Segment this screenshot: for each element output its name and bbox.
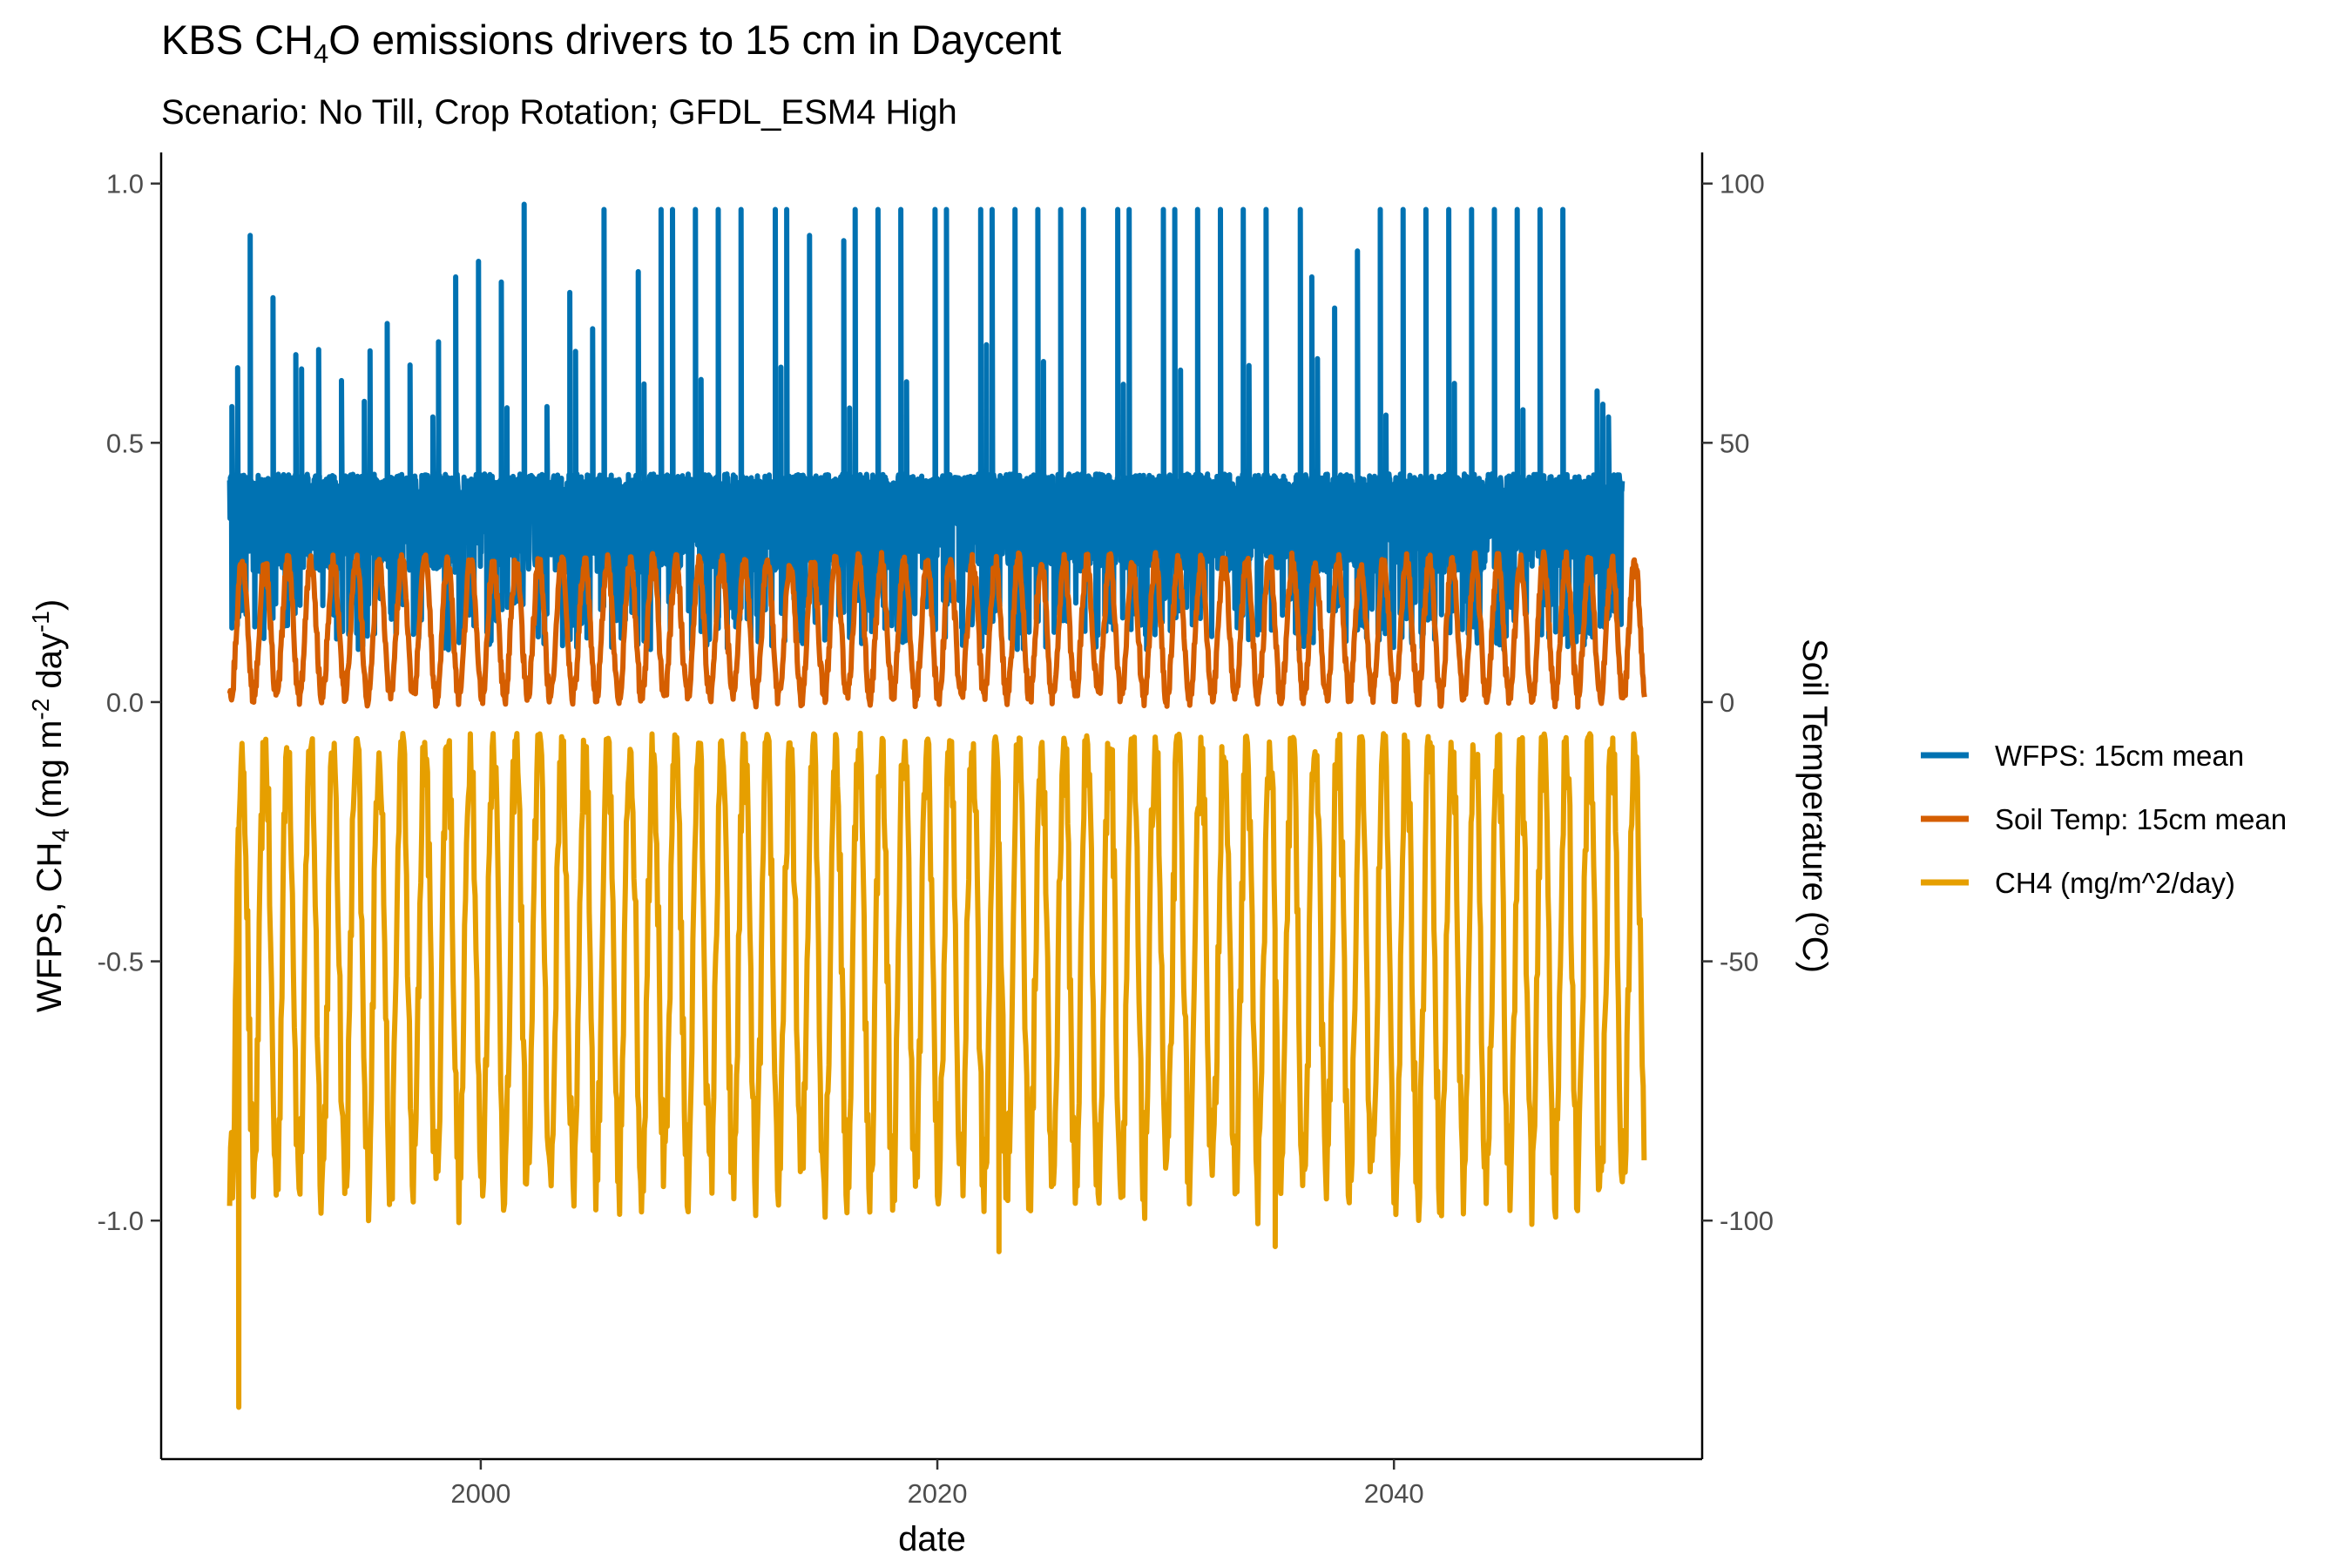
x-tick-label: 2020 [908,1478,968,1509]
legend: WFPS: 15cm mean Soil Temp: 15cm mean CH4… [1921,740,2287,899]
chart-title-part: O emissions drivers to 15 cm in Daycent [328,17,1061,63]
y-left-tick-label: 0.5 [106,428,144,458]
series-layer [226,201,1647,1410]
y-left-title-part: (mg m [30,720,69,828]
legend-label-soil-temp: Soil Temp: 15cm mean [1995,803,2287,835]
y-left-title-superscript: -1 [27,611,54,632]
series-line-wfps [226,201,1625,652]
x-tick-label: 2000 [450,1478,510,1509]
y-axis-left-title: WFPS, CH4 (mg m-2 day-1) [27,599,74,1012]
y-left-title-superscript: -2 [27,699,54,720]
chart-title-part: KBS CH [161,17,314,63]
y-left-tick-label: 1.0 [106,169,144,199]
y-right-tick-label: 100 [1720,169,1765,199]
axes-layer [159,152,1704,1461]
chart-title: KBS CH4O emissions drivers to 15 cm in D… [161,17,1061,69]
y-axis-right-title: Soil Temperature (oC) [1795,639,1837,973]
y-right-tick-label: 0 [1720,687,1734,718]
y-right-title-part: C) [1795,936,1834,973]
y-right-title-part: Soil Temperature ( [1795,639,1834,923]
y-right-tick-label: -50 [1720,947,1759,977]
series-line-soil-temp [226,549,1647,710]
chart-subtitle: Scenario: No Till, Crop Rotation; GFDL_E… [161,93,957,132]
y-right-tick-label: -100 [1720,1206,1774,1236]
y-left-title-part: WFPS, CH [30,842,69,1013]
y-left-title-part: day [30,632,69,699]
y-right-tick-label: 50 [1720,428,1749,458]
y-left-tick-label: -0.5 [98,947,144,977]
y-left-title-part: ) [30,599,69,611]
x-tick-label: 2040 [1364,1478,1424,1509]
x-axis-title: date [898,1520,966,1558]
legend-label-ch4: CH4 (mg/m^2/day) [1995,867,2235,899]
y-left-tick-label: -1.0 [98,1206,144,1236]
y-left-tick-label: 0.0 [106,687,144,718]
ticks-layer: 2000 2020 2040 1.0 0.5 0.0 -0.5 -1.0 100 50 0 -50 -1… [98,169,1774,1509]
series-line-ch4 [226,730,1647,1410]
legend-label-wfps: WFPS: 15cm mean [1995,740,2244,772]
y-right-title-superscript: o [1810,923,1837,936]
y-left-title-subscript: 4 [47,828,74,842]
chart-title-subscript: 4 [314,38,328,69]
